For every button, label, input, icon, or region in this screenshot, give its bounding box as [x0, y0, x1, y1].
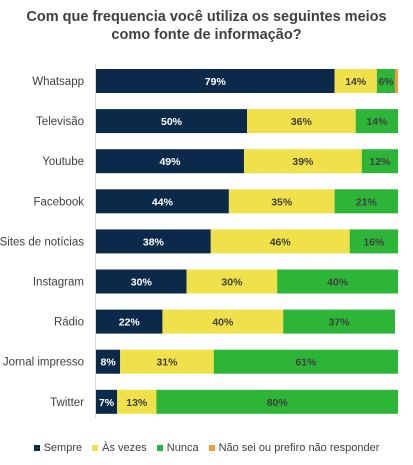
legend-swatch-nunca: [156, 445, 163, 451]
data-label-nunca-jornal-impresso: 61%: [295, 357, 317, 369]
data-label-nunca-twitter: 80%: [267, 397, 289, 409]
data-label-nunca-sites-de-noticias: 16%: [363, 236, 385, 248]
bar-sempre-whatsapp: [96, 69, 335, 93]
data-label-sempre-radio: 22%: [119, 317, 141, 329]
data-label-nunca-whatsapp: 6%: [378, 76, 394, 88]
legend-label-sempre: Sempre: [43, 442, 83, 454]
bar-sempre-twitter: [96, 389, 118, 414]
bars-layer: [96, 69, 398, 414]
data-label-as-vezes-radio: 40%: [212, 317, 234, 329]
bar-as-vezes-whatsapp: [334, 69, 377, 93]
bar-sempre-televisao: [96, 109, 247, 134]
legend-item-nunca: Nunca: [156, 440, 199, 456]
data-label-nunca-instagram: 40%: [327, 277, 349, 289]
data-label-sempre-jornal-impresso: 8%: [100, 357, 116, 369]
legend-swatch-sempre: [33, 445, 40, 451]
category-label-facebook: Facebook: [33, 196, 84, 208]
category-label-instagram: Instagram: [33, 277, 84, 289]
legend-item-sempre: Sempre: [33, 440, 83, 456]
bar-as-vezes-radio: [162, 309, 284, 334]
chart-title-line-1: Com que frequencia você utiliza os segui…: [26, 9, 387, 25]
bar-as-vezes-jornal-impresso: [120, 349, 214, 374]
legend-label-nunca: Nunca: [166, 442, 199, 454]
category-label-televisao: Televisão: [36, 116, 84, 128]
data-label-nunca-radio: 37%: [329, 317, 351, 329]
data-label-nunca-facebook: 21%: [356, 196, 378, 208]
bar-nunca-radio: [283, 309, 395, 334]
bar-as-vezes-youtube: [243, 149, 362, 174]
data-label-as-vezes-televisao: 36%: [291, 116, 313, 128]
category-label-twitter: Twitter: [50, 397, 84, 409]
bar-as-vezes-instagram: [186, 269, 278, 294]
bar-as-vezes-sites-de-noticias: [210, 229, 350, 254]
bar-nunca-televisao: [355, 109, 398, 134]
bar-nunca-instagram: [277, 269, 398, 294]
data-label-nunca-youtube: 12%: [369, 156, 391, 168]
bar-nunca-whatsapp: [376, 69, 395, 93]
data-label-as-vezes-jornal-impresso: 31%: [156, 357, 178, 369]
legend-swatch-as-vezes: [92, 445, 99, 451]
bar-nunca-facebook: [334, 189, 398, 214]
bar-nunca-sites-de-noticias: [349, 229, 398, 254]
data-label-as-vezes-instagram: 30%: [221, 277, 243, 289]
data-label-as-vezes-sites-de-noticias: 46%: [270, 236, 292, 248]
data-label-as-vezes-whatsapp: 14%: [345, 76, 367, 88]
legend: Sempre Às vezes Nunca Não sei ou prefiro nã…: [0, 440, 413, 456]
bar-sempre-facebook: [96, 189, 229, 214]
category-label-jornal-impresso: Jornal impresso: [3, 357, 84, 369]
chart-title: Com que frequencia você utiliza os segui…: [0, 8, 413, 44]
bar-nunca-jornal-impresso: [213, 349, 398, 374]
category-label-whatsapp: Whatsapp: [32, 76, 84, 88]
bar-sempre-instagram: [96, 269, 187, 294]
bar-nunca-youtube: [361, 149, 398, 174]
bar-as-vezes-facebook: [228, 189, 335, 214]
chart-title-line-2: como fonte de informação?: [111, 27, 302, 43]
bar-as-vezes-televisao: [247, 109, 356, 134]
bar-nunca-twitter: [156, 389, 398, 414]
bar-sempre-radio: [96, 309, 163, 334]
data-label-sempre-twitter: 7%: [99, 397, 115, 409]
data-label-as-vezes-twitter: 13%: [126, 397, 148, 409]
bar-sempre-youtube: [96, 149, 244, 174]
bar-sempre-sites-de-noticias: [96, 229, 211, 254]
legend-label-as-vezes: Às vezes: [102, 442, 147, 454]
category-label-youtube: Youtube: [42, 156, 84, 168]
data-label-sempre-facebook: 44%: [152, 196, 174, 208]
data-label-sempre-youtube: 49%: [159, 156, 181, 168]
legend-item-nao-sei-ou-prefiro-nao-responder: Não sei ou prefiro não responder: [208, 440, 380, 456]
bar-as-vezes-twitter: [117, 389, 157, 414]
data-label-sempre-televisao: 50%: [161, 116, 183, 128]
data-label-sempre-instagram: 30%: [131, 277, 153, 289]
data-label-as-vezes-facebook: 35%: [271, 196, 293, 208]
category-label-sites-de-noticias: Sites de notícias: [0, 236, 84, 248]
data-label-sempre-whatsapp: 79%: [205, 76, 227, 88]
data-label-sempre-sites-de-noticias: 38%: [143, 236, 165, 248]
category-label-radio: Rádio: [54, 317, 84, 329]
labels-layer: Whatsapp 79% 14% 6% Televisão 50% 36% 14% Youtub…: [0, 76, 394, 409]
data-label-nunca-televisao: 14%: [366, 116, 388, 128]
bar-nao-sei-ou-prefiro-nao-responder-whatsapp: [394, 69, 398, 93]
legend-swatch-nao-sei-ou-prefiro-nao-responder: [208, 445, 215, 451]
data-label-as-vezes-youtube: 39%: [292, 156, 314, 168]
legend-item-as-vezes: Às vezes: [92, 440, 147, 456]
bar-sempre-jornal-impresso: [96, 349, 121, 374]
legend-label-nao-sei-ou-prefiro-nao-responder: Não sei ou prefiro não responder: [218, 442, 380, 454]
